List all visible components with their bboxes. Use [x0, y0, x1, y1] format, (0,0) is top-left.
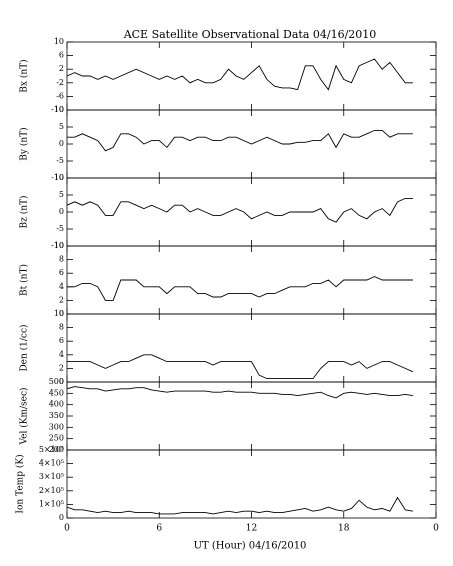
y-tick-label: 3×10⁵: [39, 472, 64, 481]
y-tick-label: 5: [59, 190, 64, 199]
x-tick-label: 6: [156, 524, 162, 534]
y-tick-label: -6: [56, 91, 64, 100]
data-line: [66, 496, 414, 515]
y-axis-label: By (nT): [19, 127, 30, 160]
y-tick-label: 200: [49, 445, 64, 454]
y-tick-label: 4: [59, 350, 64, 359]
y-tick-label: 250: [49, 434, 64, 443]
panel-frame: [66, 313, 437, 383]
y-tick-label: 0: [59, 309, 64, 318]
y-tick-label: 8: [59, 323, 64, 332]
data-line: [67, 354, 414, 380]
y-tick-label: 2×10⁵: [39, 486, 64, 495]
y-tick-label: 10: [54, 309, 64, 318]
y-axis-label: Bz (nT): [19, 195, 30, 228]
y-tick-label: 5: [59, 122, 64, 131]
y-tick-label: 0: [59, 377, 64, 386]
panel-frame: [66, 177, 437, 247]
y-tick-label: 450: [49, 388, 64, 397]
y-tick-label: 2: [59, 363, 64, 372]
y-tick-label: -10: [51, 173, 64, 182]
data-line: [67, 276, 413, 301]
y-tick-label: 5×10⁵: [39, 445, 64, 454]
y-tick-label: 10: [54, 105, 64, 114]
y-tick-label: 10: [54, 241, 64, 250]
y-tick-label: -2: [56, 78, 64, 87]
y-tick-label: -10: [51, 241, 64, 250]
y-tick-label: 6: [59, 336, 64, 345]
y-tick-label: 500: [49, 377, 64, 386]
y-axis-label: Den (1/cc): [19, 324, 30, 371]
y-tick-label: 300: [49, 422, 64, 431]
panel-frame: [66, 41, 437, 111]
y-tick-label: 4×10⁵: [39, 459, 64, 468]
y-tick-label: 0: [59, 207, 64, 216]
y-axis-label: Ion Temp (K): [15, 454, 26, 513]
y-tick-label: 10: [54, 173, 64, 182]
y-tick-label: -10: [51, 105, 64, 114]
y-tick-label: -5: [56, 224, 64, 233]
y-tick-label: -5: [56, 156, 64, 165]
y-tick-label: 350: [49, 411, 64, 420]
y-tick-label: 2: [59, 295, 64, 304]
y-axis-label: Vel (Km/sec): [19, 387, 30, 445]
data-line: [66, 58, 413, 91]
y-tick-label: 6: [59, 51, 64, 60]
x-tick-label: 12: [246, 524, 257, 534]
y-tick-label: 0: [59, 513, 64, 522]
y-tick-label: 400: [49, 400, 64, 409]
x-tick-label: 0: [433, 524, 439, 534]
y-tick-label: 6: [59, 268, 64, 277]
y-tick-label: 0: [59, 139, 64, 148]
y-tick-label: 4: [59, 282, 64, 291]
panel-frame: [66, 449, 437, 519]
y-tick-label: 2: [59, 64, 64, 73]
chart-title: ACE Satellite Observational Data 04/16/2…: [123, 28, 377, 41]
y-tick-label: 1×10⁵: [39, 499, 64, 508]
x-axis-label: UT (Hour) 04/16/2010: [194, 541, 307, 552]
data-line: [66, 197, 413, 223]
data-line: [66, 386, 414, 399]
y-tick-label: 10: [54, 37, 64, 46]
y-axis-label: Bt (nT): [19, 264, 30, 296]
y-tick-label: 8: [59, 255, 64, 264]
x-tick-label: 0: [64, 524, 70, 534]
x-tick-label: 18: [338, 524, 350, 534]
y-axis-label: Bx (nT): [19, 59, 30, 92]
data-line: [67, 129, 413, 152]
